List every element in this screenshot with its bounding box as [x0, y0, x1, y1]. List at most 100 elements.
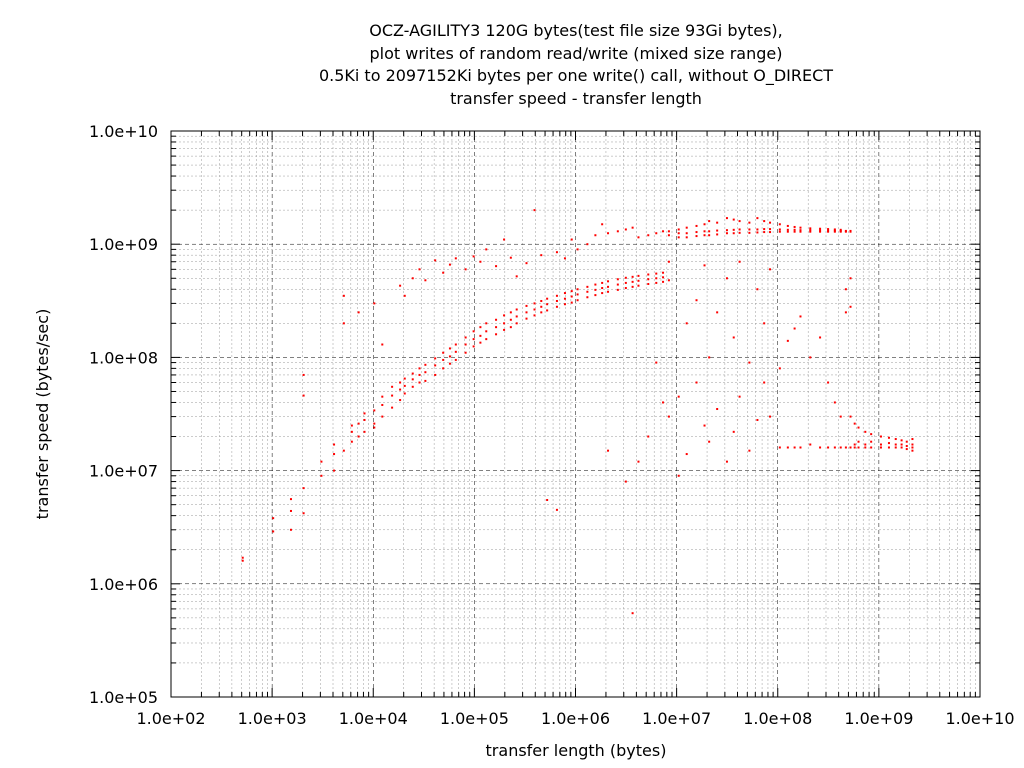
- data-point: [357, 311, 360, 314]
- data-point: [515, 322, 518, 325]
- data-point: [667, 234, 670, 237]
- data-point: [708, 230, 711, 233]
- data-point: [418, 381, 421, 384]
- data-point: [454, 343, 457, 346]
- data-point: [900, 443, 903, 446]
- data-point: [695, 235, 698, 238]
- data-point: [879, 443, 882, 446]
- data-point: [442, 351, 445, 354]
- data-point: [472, 255, 475, 258]
- data-point: [685, 236, 688, 239]
- data-point: [827, 446, 830, 449]
- data-point: [434, 259, 437, 262]
- data-point: [525, 311, 528, 314]
- data-point: [418, 373, 421, 376]
- x-tick-labels: 1.0e+02 1.0e+03 1.0e+04 1.0e+05 1.0e+06 1.0e+…: [136, 709, 1014, 728]
- data-point: [662, 401, 665, 404]
- data-point: [391, 406, 394, 409]
- data-point: [509, 256, 512, 259]
- data-point: [793, 230, 796, 233]
- y-tick-label: 1.0e+08: [89, 348, 158, 367]
- data-point: [799, 315, 802, 318]
- x-axis-label: transfer length (bytes): [486, 741, 667, 760]
- y-tick-label: 1.0e+07: [89, 462, 158, 481]
- data-point: [799, 229, 802, 232]
- data-point: [716, 408, 719, 411]
- data-point: [793, 225, 796, 228]
- data-point: [509, 311, 512, 314]
- data-point: [515, 308, 518, 311]
- data-point: [756, 231, 759, 234]
- data-point: [716, 229, 719, 232]
- y-tick-labels: 1.0e+05 1.0e+06 1.0e+07 1.0e+08 1.0e+09 1.0e+…: [89, 122, 158, 707]
- data-point: [624, 281, 627, 284]
- data-point: [546, 309, 549, 312]
- data-point: [442, 358, 445, 361]
- data-point: [809, 230, 812, 233]
- data-point: [839, 446, 842, 449]
- data-point: [373, 426, 376, 429]
- data-point: [533, 209, 536, 212]
- data-point: [546, 498, 549, 501]
- data-point: [763, 381, 766, 384]
- data-point: [373, 302, 376, 305]
- data-point: [424, 279, 427, 282]
- data-point: [399, 399, 402, 402]
- data-point: [411, 277, 414, 280]
- data-point: [563, 257, 566, 260]
- x-tick-label: 1.0e+06: [541, 709, 610, 728]
- data-point: [667, 260, 670, 263]
- data-point: [418, 367, 421, 370]
- data-point: [703, 234, 706, 237]
- data-point: [662, 276, 665, 279]
- data-point: [533, 302, 536, 305]
- y-tick-label: 1.0e+06: [89, 575, 158, 594]
- data-point: [495, 333, 498, 336]
- data-point: [685, 232, 688, 235]
- data-point: [738, 220, 741, 223]
- data-point: [302, 487, 305, 490]
- data-point: [748, 361, 751, 364]
- data-point: [647, 283, 650, 286]
- data-point: [786, 339, 789, 342]
- data-point: [546, 303, 549, 306]
- data-point: [695, 224, 698, 227]
- data-point: [546, 297, 549, 300]
- data-point: [399, 388, 402, 391]
- data-point: [454, 350, 457, 353]
- data-point: [563, 292, 566, 295]
- x-tick-label: 1.0e+07: [642, 709, 711, 728]
- data-point: [833, 228, 836, 231]
- data-point: [725, 232, 728, 235]
- data-point: [799, 230, 802, 233]
- data-point: [786, 228, 789, 231]
- data-point: [827, 230, 830, 233]
- data-point: [464, 268, 467, 271]
- data-point: [900, 439, 903, 442]
- data-point: [708, 234, 711, 237]
- data-point: [786, 230, 789, 233]
- data-point: [631, 275, 634, 278]
- data-point: [525, 262, 528, 265]
- data-point: [725, 277, 728, 280]
- data-point: [662, 271, 665, 274]
- data-point: [616, 288, 619, 291]
- data-point: [241, 559, 244, 562]
- data-point: [844, 446, 847, 449]
- data-point: [403, 294, 406, 297]
- data-point: [864, 430, 867, 433]
- data-point: [864, 446, 867, 449]
- data-point: [853, 422, 856, 425]
- x-tick-label: 1.0e+03: [238, 709, 307, 728]
- data-point: [905, 440, 908, 443]
- data-point: [849, 446, 852, 449]
- data-point: [576, 248, 579, 251]
- data-point: [905, 448, 908, 451]
- data-point: [586, 296, 589, 299]
- data-point: [381, 343, 384, 346]
- data-point: [819, 229, 822, 232]
- data-point: [786, 446, 789, 449]
- data-point: [607, 285, 610, 288]
- data-point: [748, 228, 751, 231]
